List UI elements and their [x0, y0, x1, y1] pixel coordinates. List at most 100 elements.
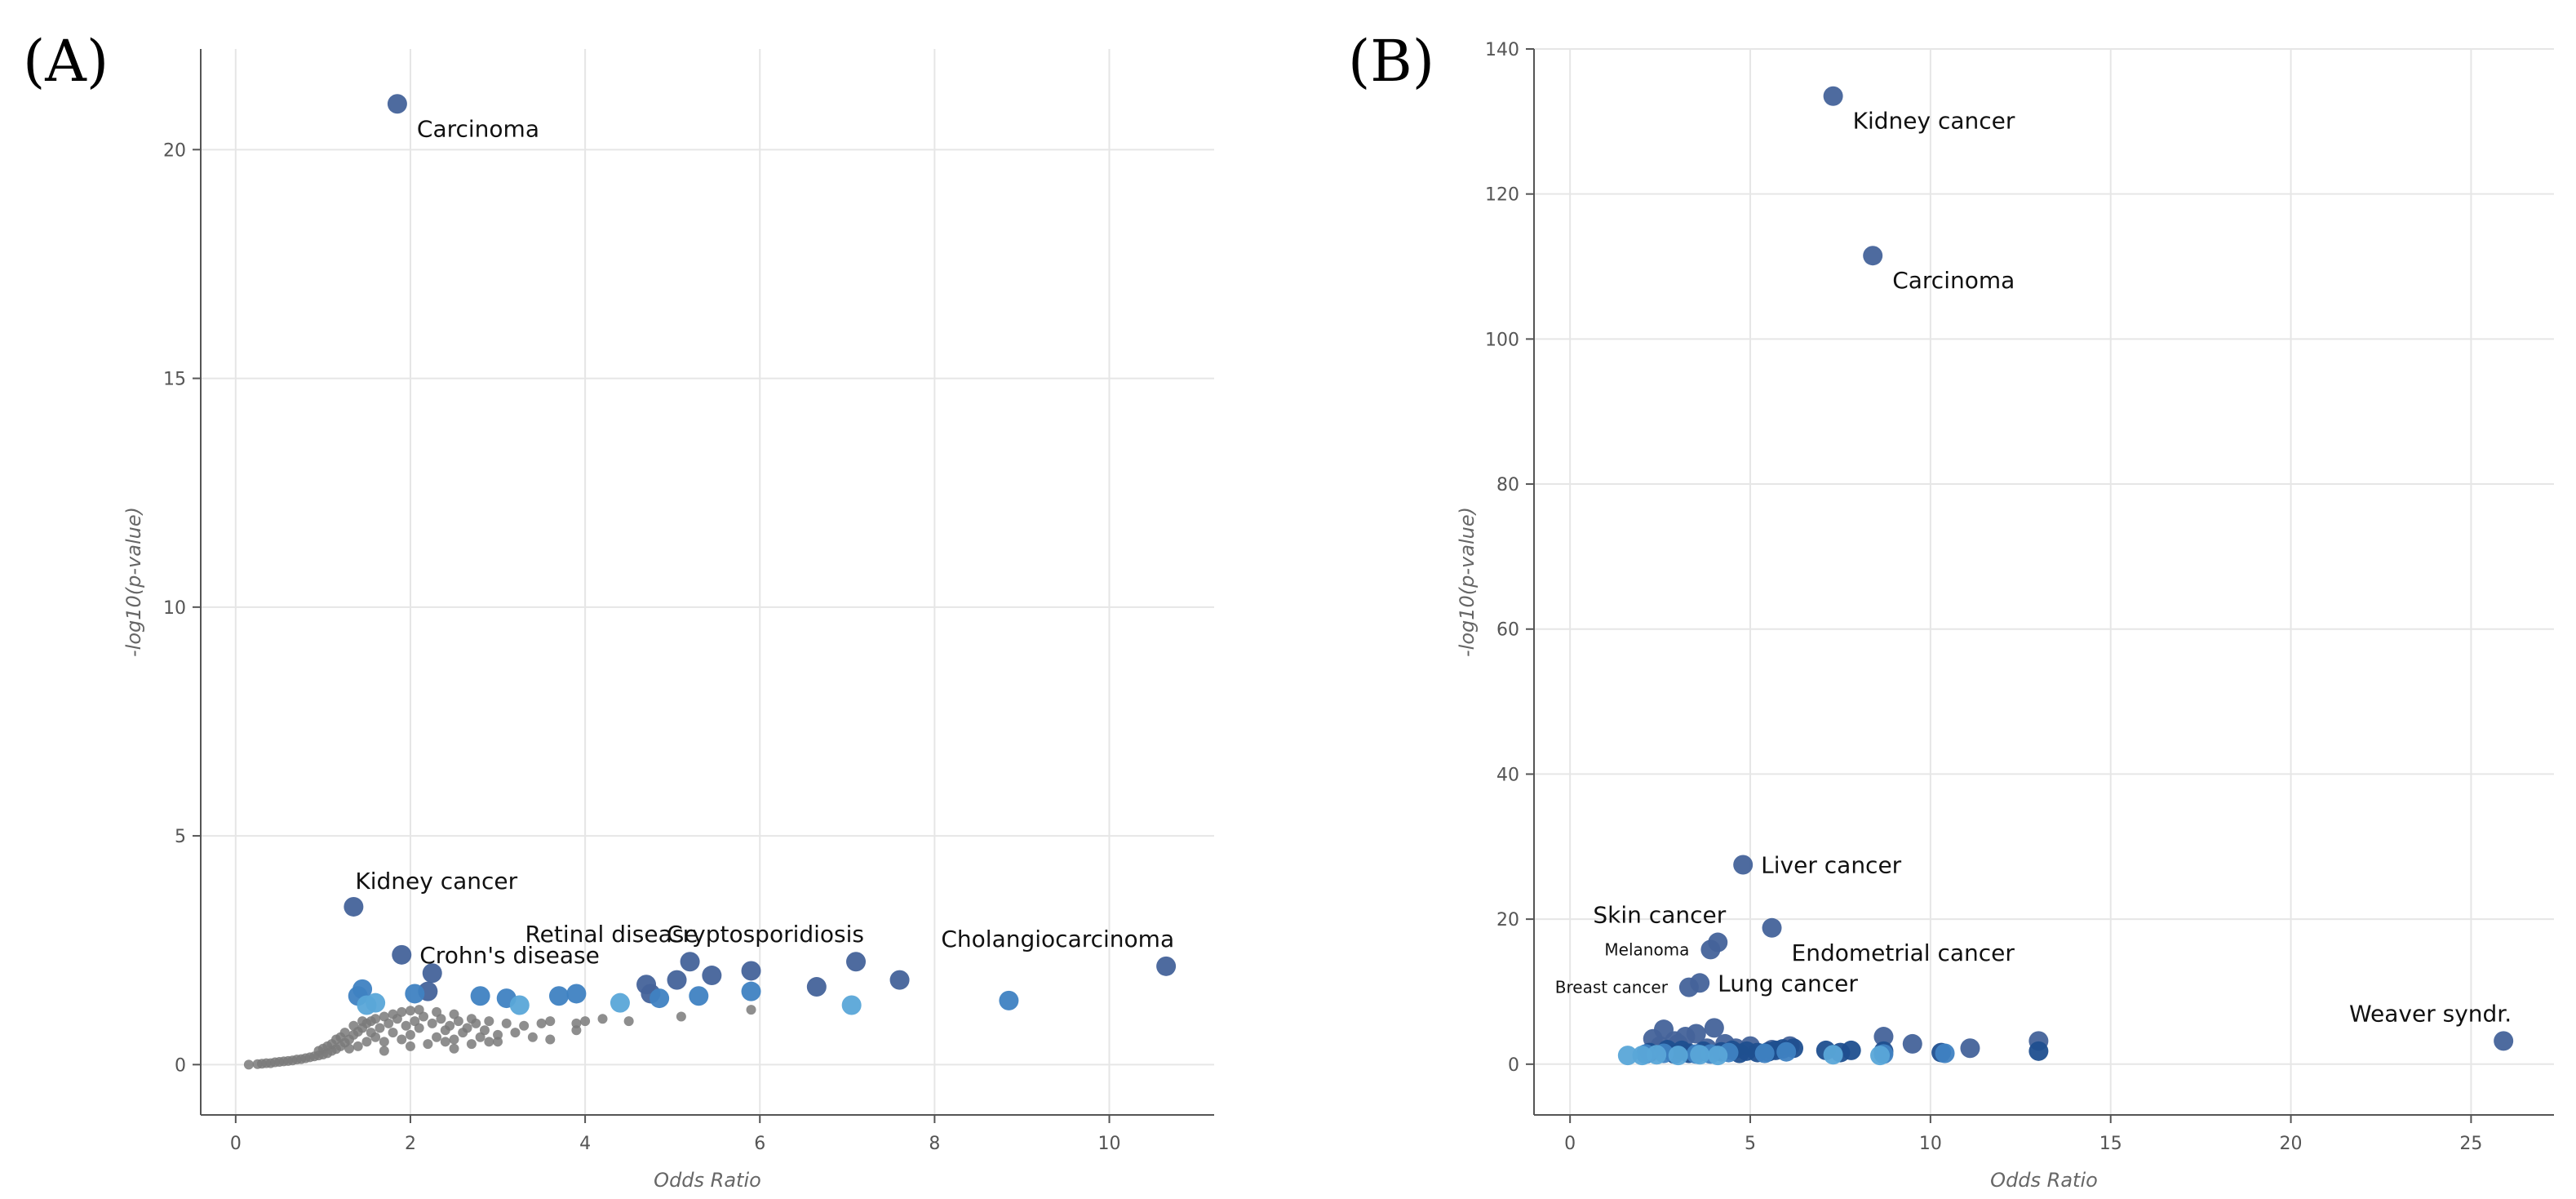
data-point-gray: [623, 1016, 634, 1027]
data-point: [566, 984, 587, 1004]
labeled-data-point: [1156, 956, 1177, 976]
y-tick-label: 0: [175, 1055, 186, 1076]
data-point: [741, 961, 761, 981]
data-point-gray: [397, 1034, 407, 1045]
data-point-gray: [410, 1016, 420, 1027]
labeled-data-point: [2494, 1031, 2514, 1051]
data-point-gray: [401, 1020, 411, 1031]
x-axis-label: Odds Ratio: [654, 1169, 761, 1192]
x-tick-label: 0: [230, 1134, 242, 1154]
point-label: Retinal disease: [525, 921, 698, 948]
data-point: [667, 970, 687, 990]
data-point-gray: [545, 1016, 556, 1027]
data-point-gray: [493, 1037, 503, 1047]
x-tick-label: 10: [1098, 1134, 1121, 1154]
x-tick-label: 5: [1745, 1134, 1756, 1154]
data-point: [1902, 1033, 1922, 1054]
data-point-gray: [436, 1014, 446, 1024]
point-label: Skin cancer: [1593, 902, 1726, 929]
point-label: Breast cancer: [1555, 978, 1669, 997]
labeled-data-point: [1863, 246, 1883, 266]
data-point-gray: [366, 1028, 376, 1038]
labeled-data-point: [1823, 86, 1843, 106]
data-point: [650, 988, 670, 1009]
data-point-gray: [501, 1018, 512, 1028]
y-tick-label: 80: [1496, 475, 1519, 495]
data-point-gray: [427, 1018, 437, 1028]
x-tick-label: 15: [2099, 1134, 2122, 1154]
data-point: [422, 963, 442, 984]
data-point: [357, 995, 377, 1015]
data-point-gray: [597, 1014, 608, 1024]
data-point: [509, 995, 530, 1015]
y-axis-label: -log10(p-value): [122, 507, 145, 657]
data-point-gray: [375, 1023, 385, 1033]
y-tick-label: 100: [1485, 330, 1519, 350]
data-point: [1690, 1045, 1710, 1065]
point-label: Lung cancer: [1718, 970, 1858, 997]
data-point-gray: [519, 1020, 530, 1031]
data-point-gray: [571, 1025, 582, 1036]
data-point: [1617, 1046, 1638, 1066]
panel-b-letter: (B): [1348, 28, 1435, 95]
data-point-gray: [536, 1018, 547, 1028]
data-point: [1708, 1046, 1728, 1066]
data-point: [1841, 1040, 1861, 1060]
data-point: [999, 990, 1019, 1010]
point-label: Kidney cancer: [355, 868, 517, 895]
data-point-gray: [405, 1006, 415, 1016]
x-tick-label: 10: [1919, 1134, 1942, 1154]
data-point-gray: [493, 1029, 503, 1040]
data-point-gray: [339, 1028, 350, 1038]
data-point-gray: [348, 1020, 359, 1031]
data-point-gray: [746, 1005, 756, 1015]
point-label: Crohn's disease: [419, 942, 600, 969]
data-point: [741, 981, 761, 1001]
scatter-plot-a: 0 2 4 6 8 10 0 5 10 15 20 Odds Ratio -log10(p-value)…: [122, 49, 1214, 1192]
data-point-gray: [379, 1046, 389, 1056]
data-point: [1686, 1024, 1706, 1044]
data-point-gray: [580, 1016, 591, 1027]
data-point: [610, 993, 630, 1013]
y-tick-label: 20: [163, 140, 186, 161]
data-point: [2028, 1041, 2049, 1061]
y-tick-label: 40: [1496, 765, 1519, 785]
data-point-gray: [361, 1037, 372, 1047]
x-tick-label: 4: [579, 1134, 591, 1154]
data-point: [1870, 1046, 1891, 1066]
data-point-gray: [405, 1029, 415, 1040]
x-tick-label: 25: [2459, 1134, 2482, 1154]
y-tick-label: 5: [175, 827, 186, 847]
y-tick-label: 60: [1496, 620, 1519, 641]
labeled-data-point: [1733, 855, 1754, 875]
x-tick-label: 20: [2280, 1134, 2303, 1154]
point-label: Endometrial cancer: [1792, 939, 2015, 966]
labeled-data-point: [387, 94, 407, 114]
x-tick-label: 6: [754, 1134, 765, 1154]
data-point-gray: [676, 1011, 686, 1022]
labeled-data-point: [680, 952, 700, 972]
labeled-data-point: [344, 896, 364, 917]
scatter-plot-b: 0 5 10 15 20 25 0 20 40 60 80 100 120 140 Odds Ratio -l…: [1456, 40, 2554, 1192]
data-point-gray: [466, 1039, 477, 1050]
data-point-gray: [344, 1043, 355, 1054]
data-point-gray: [484, 1037, 494, 1047]
data-point: [1873, 1027, 1894, 1047]
data-point-gray: [445, 1020, 455, 1031]
x-tick-label: 2: [405, 1134, 416, 1154]
data-point-gray: [243, 1059, 254, 1070]
data-point: [806, 977, 827, 997]
data-point-gray: [462, 1023, 472, 1033]
data-point: [1647, 1045, 1667, 1065]
point-label: Cholangiocarcinoma: [941, 926, 1174, 953]
data-point: [1960, 1038, 1980, 1059]
labeled-data-point: [1700, 939, 1721, 960]
data-point-gray: [484, 1016, 494, 1027]
point-label: Liver cancer: [1761, 851, 1902, 878]
data-point: [702, 966, 722, 986]
y-axis-label: -log10(p-value): [1456, 507, 1479, 657]
data-point-gray: [449, 1034, 459, 1045]
x-tick-label: 8: [929, 1134, 940, 1154]
data-point: [1754, 1043, 1775, 1064]
